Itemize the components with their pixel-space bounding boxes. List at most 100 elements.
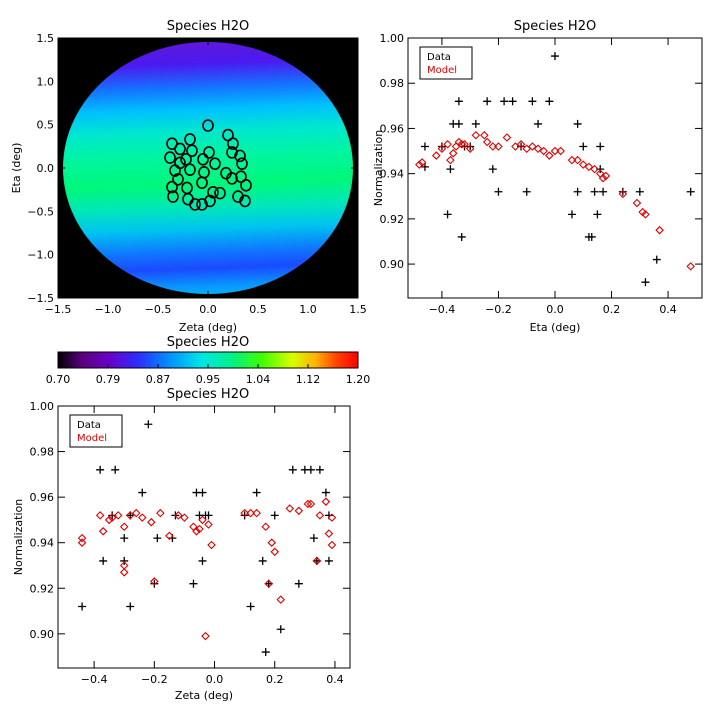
data-point-plus	[652, 255, 661, 264]
x-tick-label: −1.0	[95, 303, 122, 316]
data-point-plus	[593, 210, 602, 219]
y-tick-label: 0.90	[380, 258, 405, 271]
data-point-plus	[545, 97, 554, 106]
x-tick-label: −0.2	[485, 303, 512, 316]
model-point-diamond	[156, 508, 165, 518]
data-point-plus	[321, 488, 330, 497]
x-tick-label: −0.4	[81, 673, 108, 686]
colorbar-title: Species H2O	[167, 335, 249, 350]
model-point-diamond	[315, 511, 325, 520]
y-tick-label: −1.0	[27, 249, 54, 262]
zeta-legend-box	[69, 414, 123, 448]
detector-circle	[240, 179, 252, 192]
model-point-diamond	[285, 504, 295, 513]
data-point-plus	[457, 232, 466, 241]
data-point-plus	[78, 602, 87, 611]
y-tick-label: 0.96	[380, 122, 405, 135]
data-point-plus	[258, 556, 267, 565]
model-point-diamond	[460, 139, 469, 149]
data-point-plus	[120, 556, 129, 565]
data-point-plus	[309, 534, 318, 543]
model-point-diamond	[601, 171, 611, 181]
zeta-ylabel: Normalization	[12, 499, 25, 575]
x-tick-label: −0.5	[145, 303, 172, 316]
model-point-diamond	[482, 137, 492, 147]
zeta-legend-data: Data	[77, 420, 101, 431]
eta-xlabel: Eta (deg)	[530, 321, 581, 334]
data-point-plus	[312, 556, 321, 565]
detector-circle	[239, 194, 251, 208]
colorbar-tick-label: 0.70	[46, 373, 71, 386]
data-point-plus	[551, 52, 559, 61]
data-point-plus	[111, 465, 120, 474]
map-xlabel: Zeta (deg)	[179, 321, 237, 334]
data-point-plus	[573, 119, 582, 128]
detector-circle	[207, 185, 219, 199]
y-tick-label: 1.0	[37, 75, 55, 88]
model-point-diamond	[417, 158, 427, 167]
eta-legend-data: Data	[427, 52, 451, 63]
map-title: Species H2O	[167, 19, 249, 34]
data-point-plus	[567, 210, 576, 219]
model-point-diamond	[192, 527, 201, 536]
x-tick-label: 1.5	[349, 303, 367, 316]
model-point-diamond	[431, 151, 441, 160]
model-point-diamond	[201, 631, 210, 641]
model-point-diamond	[198, 515, 207, 525]
model-point-diamond	[590, 164, 599, 174]
model-point-diamond	[471, 130, 481, 140]
model-point-diamond	[465, 144, 475, 154]
detector-circle	[180, 153, 192, 166]
model-point-diamond	[204, 520, 213, 529]
x-tick-label: −0.2	[141, 673, 168, 686]
x-tick-label: 1.0	[299, 303, 317, 316]
data-point-plus	[315, 465, 324, 474]
eta-panel: Species H2O −0.4 −0.2 0.0 0.2 0.4 0.90 0.92 0.9…	[372, 19, 703, 334]
x-tick-label: 0.4	[326, 673, 344, 686]
x-tick-label: 0.5	[249, 303, 267, 316]
model-point-diamond	[270, 547, 280, 557]
eta-ylabel: Normalization	[372, 130, 385, 206]
detector-circle	[186, 144, 198, 157]
detector-circle	[166, 137, 178, 151]
y-tick-label: −0.5	[27, 205, 54, 218]
model-point-diamond	[303, 499, 313, 509]
detector-circle	[236, 157, 248, 170]
colorbar-tick-label: 0.95	[196, 373, 221, 386]
detector-circle	[214, 186, 226, 200]
data-point-plus	[508, 97, 517, 106]
model-point-diamond	[545, 151, 554, 160]
detector-circle	[196, 176, 208, 190]
data-point-plus	[466, 142, 475, 151]
data-point-plus	[276, 625, 285, 634]
model-point-diamond	[95, 511, 105, 520]
data-point-plus	[528, 97, 537, 106]
model-point-diamond	[641, 210, 650, 219]
data-point-plus	[126, 602, 135, 611]
model-point-diamond	[533, 144, 543, 154]
data-point-plus	[153, 534, 162, 543]
model-point-diamond	[119, 568, 129, 577]
data-point-plus	[534, 119, 543, 128]
colorbar-tick-label: 1.04	[246, 373, 271, 386]
y-tick-label: 1.5	[37, 32, 55, 45]
x-tick-label: −0.4	[429, 303, 456, 316]
data-point-plus	[138, 488, 147, 497]
x-tick-label: 0.2	[266, 673, 284, 686]
model-point-diamond	[306, 499, 316, 509]
eta-legend: Data Model	[419, 46, 473, 80]
y-tick-label: 1.00	[380, 32, 405, 45]
model-point-diamond	[598, 173, 608, 183]
y-tick-label: −1.5	[27, 292, 54, 305]
y-tick-label: 0.5	[37, 119, 55, 132]
detector-circle	[169, 164, 181, 177]
data-point-plus	[618, 187, 627, 196]
model-point-diamond	[180, 513, 189, 522]
map-field	[63, 42, 353, 294]
data-point-plus	[306, 465, 315, 474]
y-tick-label: 0.98	[380, 77, 405, 90]
detector-circle	[234, 149, 246, 163]
detector-circle	[226, 172, 238, 185]
colorbar-tick-label: 0.79	[96, 373, 121, 386]
